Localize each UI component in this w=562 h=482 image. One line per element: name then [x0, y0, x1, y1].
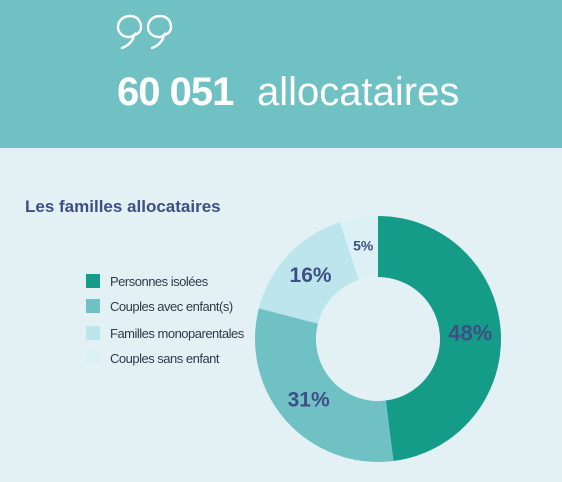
legend-swatch	[86, 351, 100, 365]
legend-item-familles-monoparentales: Familles monoparentales	[86, 325, 244, 341]
donut-slice-couples-avec-enfants	[254, 308, 394, 462]
legend-item-couples-avec-enfants: Couples avec enfant(s)	[86, 298, 233, 314]
donut-slice-couples-sans-enfant	[339, 216, 378, 281]
chart-title: Les familles allocataires	[25, 197, 221, 216]
donut-slice-familles-monoparentales	[258, 222, 359, 324]
legend-swatch	[86, 274, 100, 288]
allocataires-label: allocataires	[257, 70, 460, 114]
legend-label: Familles monoparentales	[110, 325, 244, 341]
slice-label-couples-avec-enfants: 31%	[288, 389, 330, 412]
legend-label: Personnes isolées	[110, 273, 208, 289]
quote-icon	[116, 14, 173, 50]
legend-label: Couples sans enfant	[110, 350, 220, 366]
legend-item-personnes-isolees: Personnes isolées	[86, 273, 208, 289]
slice-label-personnes-isolees: 48%	[448, 321, 492, 346]
slice-label-couples-sans-enfant: 5%	[353, 238, 374, 254]
donut-slice-personnes-isolees	[378, 216, 502, 462]
legend-swatch	[86, 299, 100, 313]
allocataires-count: 60 051	[117, 70, 234, 114]
header-banner: 60 051 allocataires	[0, 0, 562, 148]
legend-item-couples-sans-enfant: Couples sans enfant	[86, 350, 220, 366]
slice-label-familles-monoparentales: 16%	[290, 264, 332, 287]
legend-swatch	[86, 326, 100, 340]
legend-label: Couples avec enfant(s)	[110, 298, 233, 314]
